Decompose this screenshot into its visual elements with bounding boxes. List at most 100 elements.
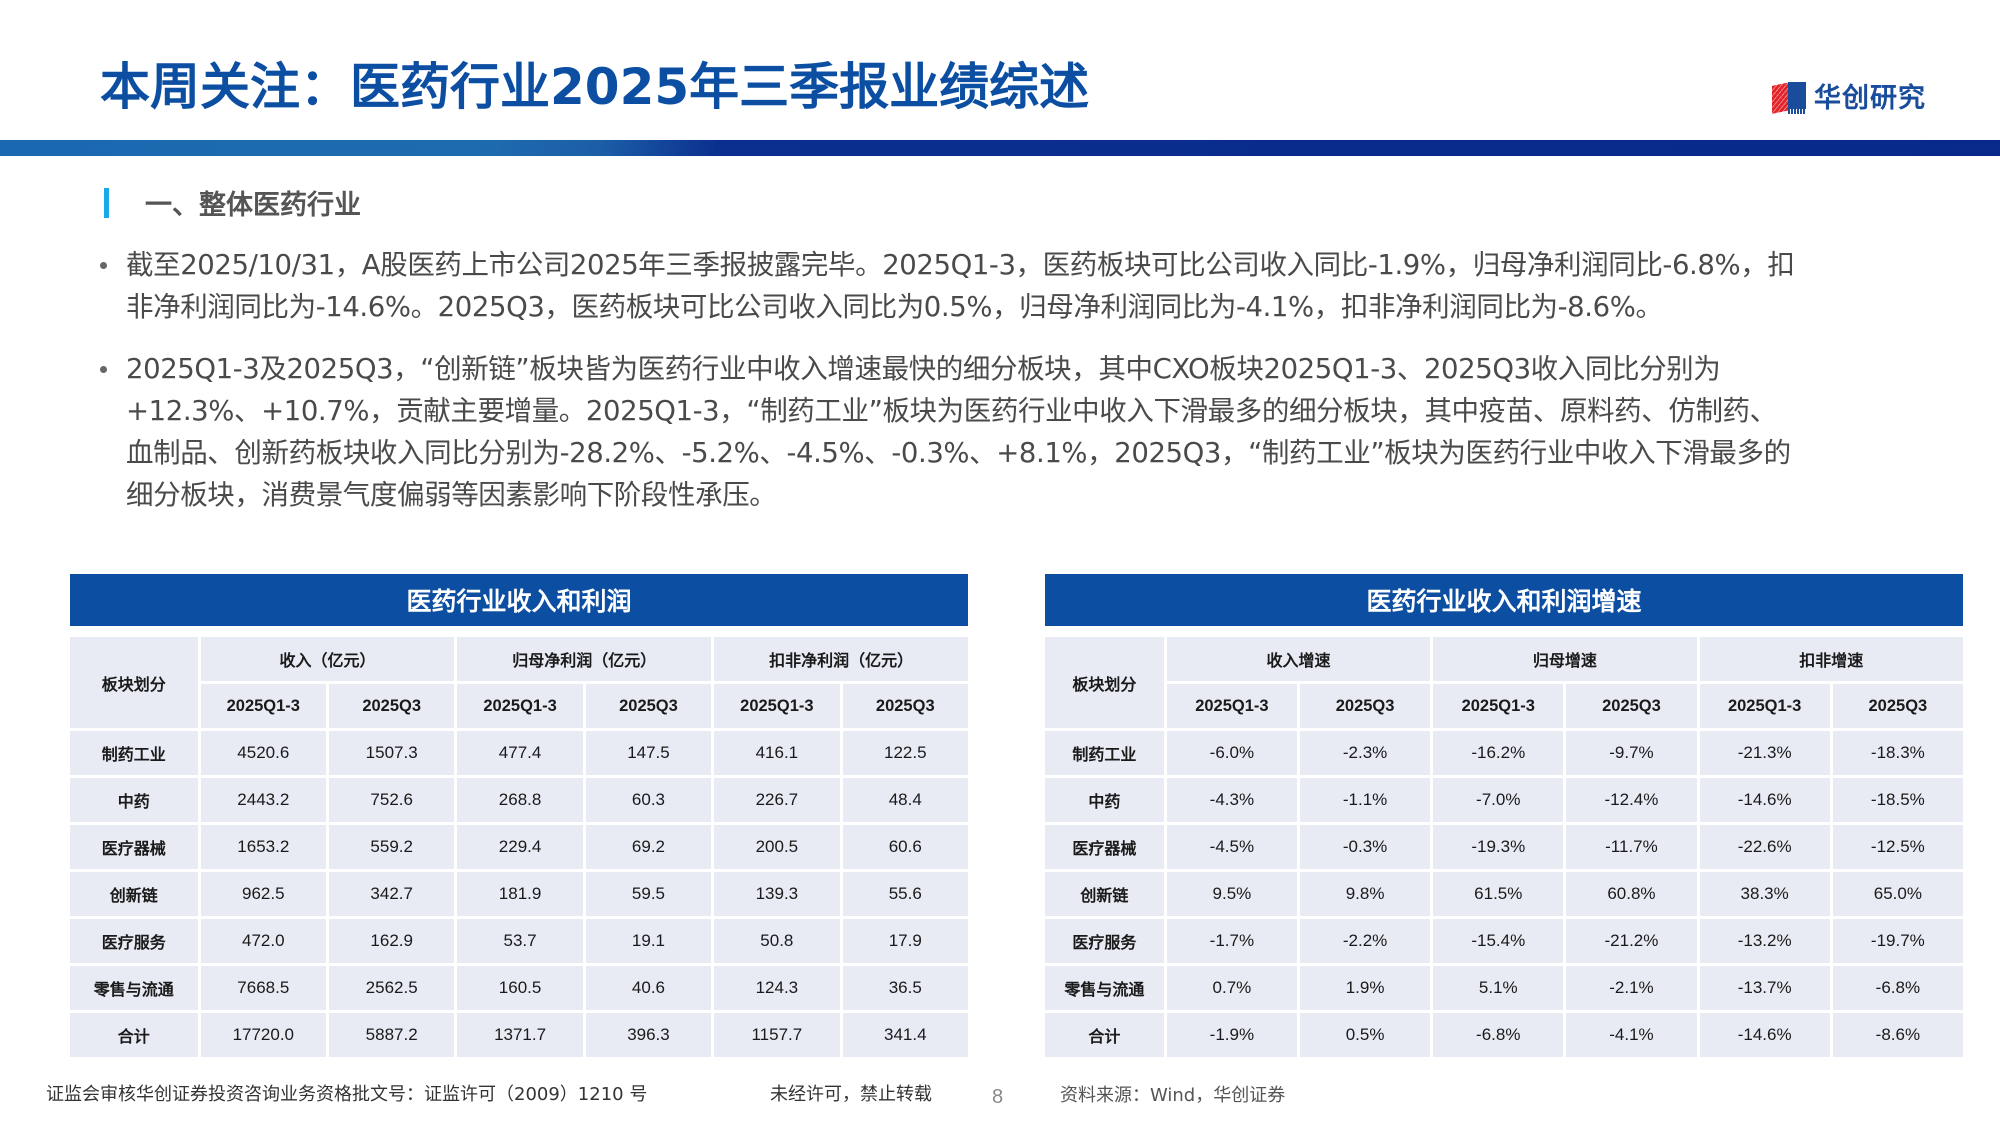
section-accent-bar (104, 187, 109, 218)
row-header-cell: 板块划分 (1045, 637, 1164, 728)
table-cell: 1653.2 (200, 825, 326, 869)
table-cell: 7668.5 (200, 966, 326, 1010)
table-cell: 341.4 (842, 1013, 968, 1057)
table-cell: -9.7% (1566, 731, 1697, 775)
bullet-list: 截至2025/10/31，A股医药上市公司2025年三季报披露完毕。2025Q1… (96, 244, 1796, 516)
table-row: 创新链 962.5 342.7 181.9 59.5 139.3 55.6 (70, 872, 968, 916)
table-cell: -2.1% (1566, 966, 1697, 1010)
table-cell: 48.4 (842, 778, 968, 822)
table-cell: -4.1% (1566, 1013, 1697, 1057)
logo-text: 华创研究 (1814, 83, 1926, 114)
table-cell: 19.1 (585, 919, 712, 963)
table-cell: -8.6% (1832, 1013, 1963, 1057)
table-cell: 752.6 (328, 778, 455, 822)
table-cell: 472.0 (200, 919, 326, 963)
table-row: 医疗服务 472.0 162.9 53.7 19.1 50.8 17.9 (70, 919, 968, 963)
header-divider-bar (0, 140, 2000, 156)
table-cell: 342.7 (328, 872, 455, 916)
bullet-text: 2025Q1-3及2025Q3，“创新链”板块皆为医药行业中收入增速最快的细分板… (126, 353, 1791, 511)
table-cell: 0.7% (1166, 966, 1297, 1010)
logo-cube-icon (1772, 80, 1806, 114)
row-label: 零售与流通 (70, 966, 198, 1010)
bullet-item: 截至2025/10/31，A股医药上市公司2025年三季报披露完毕。2025Q1… (96, 244, 1796, 328)
row-header-cell: 板块划分 (70, 637, 198, 728)
table-cell: 17720.0 (200, 1013, 326, 1057)
table-cell: -18.3% (1832, 731, 1963, 775)
revenue-profit-table: 医药行业收入和利润 板块划分 收入（亿元） 归母净利润（亿元） 扣非净利润（亿元… (70, 574, 968, 1060)
table-cell: 1507.3 (328, 731, 455, 775)
period-header: 2025Q3 (1299, 684, 1431, 728)
period-header: 2025Q3 (842, 684, 968, 728)
table-cell: -15.4% (1433, 919, 1564, 963)
table-cell: 122.5 (842, 731, 968, 775)
table-cell: -2.2% (1299, 919, 1431, 963)
table-cell: -4.5% (1166, 825, 1297, 869)
table-cell: -11.7% (1566, 825, 1697, 869)
page-title: 本周关注：医药行业2025年三季报业绩综述 (100, 58, 1090, 116)
table-cell: -14.6% (1699, 1013, 1830, 1057)
table-cell: 2443.2 (200, 778, 326, 822)
row-label: 中药 (70, 778, 198, 822)
table-cell: -13.2% (1699, 919, 1830, 963)
period-header: 2025Q1-3 (1433, 684, 1564, 728)
group-header: 归母增速 (1433, 637, 1697, 681)
table-cell: -18.5% (1832, 778, 1963, 822)
row-label: 制药工业 (70, 731, 198, 775)
table-title: 医药行业收入和利润增速 (1045, 574, 1963, 626)
table-cell: -22.6% (1699, 825, 1830, 869)
table-cell: -19.3% (1433, 825, 1564, 869)
row-label: 医疗器械 (1045, 825, 1164, 869)
row-label: 制药工业 (1045, 731, 1164, 775)
table-cell: 60.8% (1566, 872, 1697, 916)
table-row: 创新链 9.5% 9.8% 61.5% 60.8% 38.3% 65.0% (1045, 872, 1963, 916)
period-header: 2025Q1-3 (200, 684, 326, 728)
table-cell: -14.6% (1699, 778, 1830, 822)
table-cell: 60.6 (842, 825, 968, 869)
table-cell: 38.3% (1699, 872, 1830, 916)
table-row: 制药工业 -6.0% -2.3% -16.2% -9.7% -21.3% -18.3% (1045, 731, 1963, 775)
period-header: 2025Q3 (585, 684, 712, 728)
data-table: 板块划分 收入增速 归母增速 扣非增速 2025Q1-3 2025Q3 2025… (1042, 634, 1966, 1060)
table-cell: 5.1% (1433, 966, 1564, 1010)
section-heading: 一、整体医药行业 (104, 183, 361, 222)
table-row: 医疗服务 -1.7% -2.2% -15.4% -21.2% -13.2% -19.7% (1045, 919, 1963, 963)
table-cell: 53.7 (457, 919, 583, 963)
row-label: 合计 (70, 1013, 198, 1057)
table-row: 医疗器械 -4.5% -0.3% -19.3% -11.7% -22.6% -12.5% (1045, 825, 1963, 869)
bullet-dot-icon (100, 366, 107, 373)
table-cell: 65.0% (1832, 872, 1963, 916)
page-number: 8 (992, 1086, 1004, 1108)
table-cell: 60.3 (585, 778, 712, 822)
table-cell: -12.4% (1566, 778, 1697, 822)
table-row: 中药 -4.3% -1.1% -7.0% -12.4% -14.6% -18.5% (1045, 778, 1963, 822)
table-cell: 139.3 (714, 872, 840, 916)
table-cell: 59.5 (585, 872, 712, 916)
table-cell: 162.9 (328, 919, 455, 963)
bullet-text: 截至2025/10/31，A股医药上市公司2025年三季报披露完毕。2025Q1… (126, 249, 1795, 323)
table-row: 零售与流通 7668.5 2562.5 160.5 40.6 124.3 36.5 (70, 966, 968, 1010)
group-header: 收入增速 (1166, 637, 1431, 681)
table-cell: 416.1 (714, 731, 840, 775)
period-header: 2025Q1-3 (457, 684, 583, 728)
table-cell: 396.3 (585, 1013, 712, 1057)
table-cell: 50.8 (714, 919, 840, 963)
copyright-notice: 未经许可，禁止转载 (770, 1084, 932, 1105)
table-cell: 477.4 (457, 731, 583, 775)
row-label: 医疗服务 (70, 919, 198, 963)
group-header: 扣非增速 (1699, 637, 1963, 681)
data-table: 板块划分 收入（亿元） 归母净利润（亿元） 扣非净利润（亿元） 2025Q1-3… (67, 634, 971, 1060)
table-cell: 61.5% (1433, 872, 1564, 916)
period-header: 2025Q1-3 (714, 684, 840, 728)
table-title: 医药行业收入和利润 (70, 574, 968, 626)
table-cell: 200.5 (714, 825, 840, 869)
table-cell: -1.9% (1166, 1013, 1297, 1057)
table-cell: 55.6 (842, 872, 968, 916)
table-cell: -4.3% (1166, 778, 1297, 822)
row-label: 合计 (1045, 1013, 1164, 1057)
table-cell: 962.5 (200, 872, 326, 916)
group-header: 归母净利润（亿元） (457, 637, 712, 681)
table-cell: -7.0% (1433, 778, 1564, 822)
table-cell: 559.2 (328, 825, 455, 869)
period-header: 2025Q3 (1832, 684, 1963, 728)
